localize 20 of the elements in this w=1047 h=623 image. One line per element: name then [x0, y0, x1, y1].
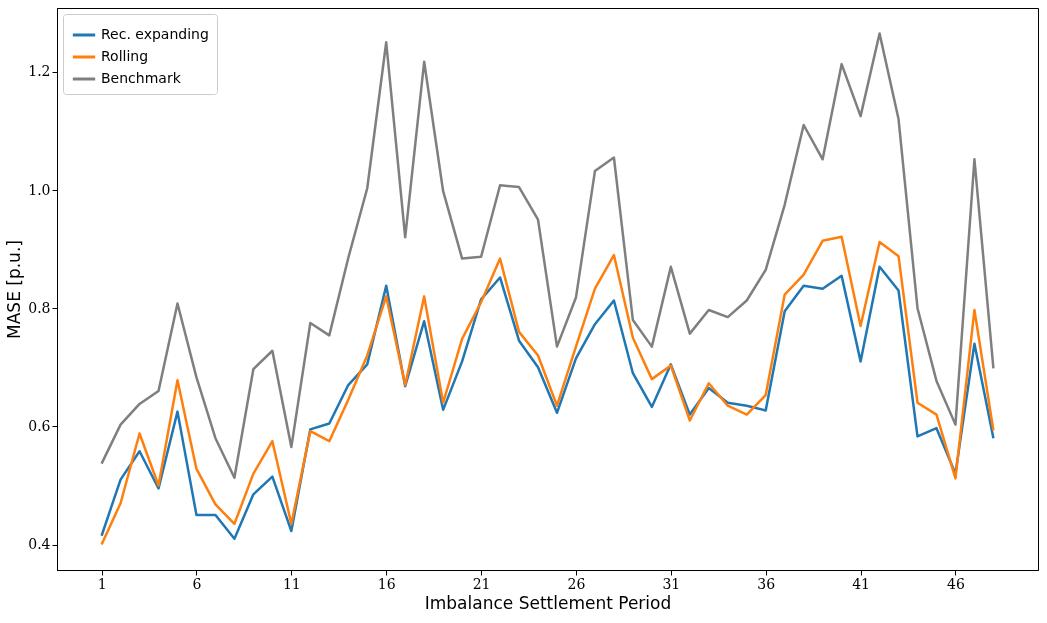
legend-label: Benchmark	[101, 70, 182, 86]
x-tick-label: 41	[852, 575, 870, 592]
y-tick-label: 0.8	[28, 299, 51, 316]
legend-label: Rec. expanding	[101, 26, 209, 42]
x-tick-label: 36	[757, 575, 776, 592]
y-axis-title: MASE [p.u.]	[4, 240, 25, 339]
x-tick-label: 21	[472, 575, 491, 592]
x-tick-label: 6	[192, 575, 202, 592]
x-tick-label: 46	[947, 575, 965, 592]
x-tick-label: 11	[282, 575, 301, 592]
y-tick-label: 1.2	[28, 63, 51, 80]
x-axis-title: Imbalance Settlement Period	[424, 592, 672, 613]
x-tick-label: 16	[377, 575, 396, 592]
y-tick-label: 0.6	[28, 417, 51, 434]
x-tick-label: 31	[662, 575, 681, 592]
y-tick-label: 0.4	[28, 536, 51, 553]
y-tick-label: 1.0	[28, 181, 51, 198]
x-tick-label: 1	[97, 575, 107, 592]
legend-label: Rolling	[101, 48, 149, 64]
x-tick-label: 26	[567, 575, 586, 592]
